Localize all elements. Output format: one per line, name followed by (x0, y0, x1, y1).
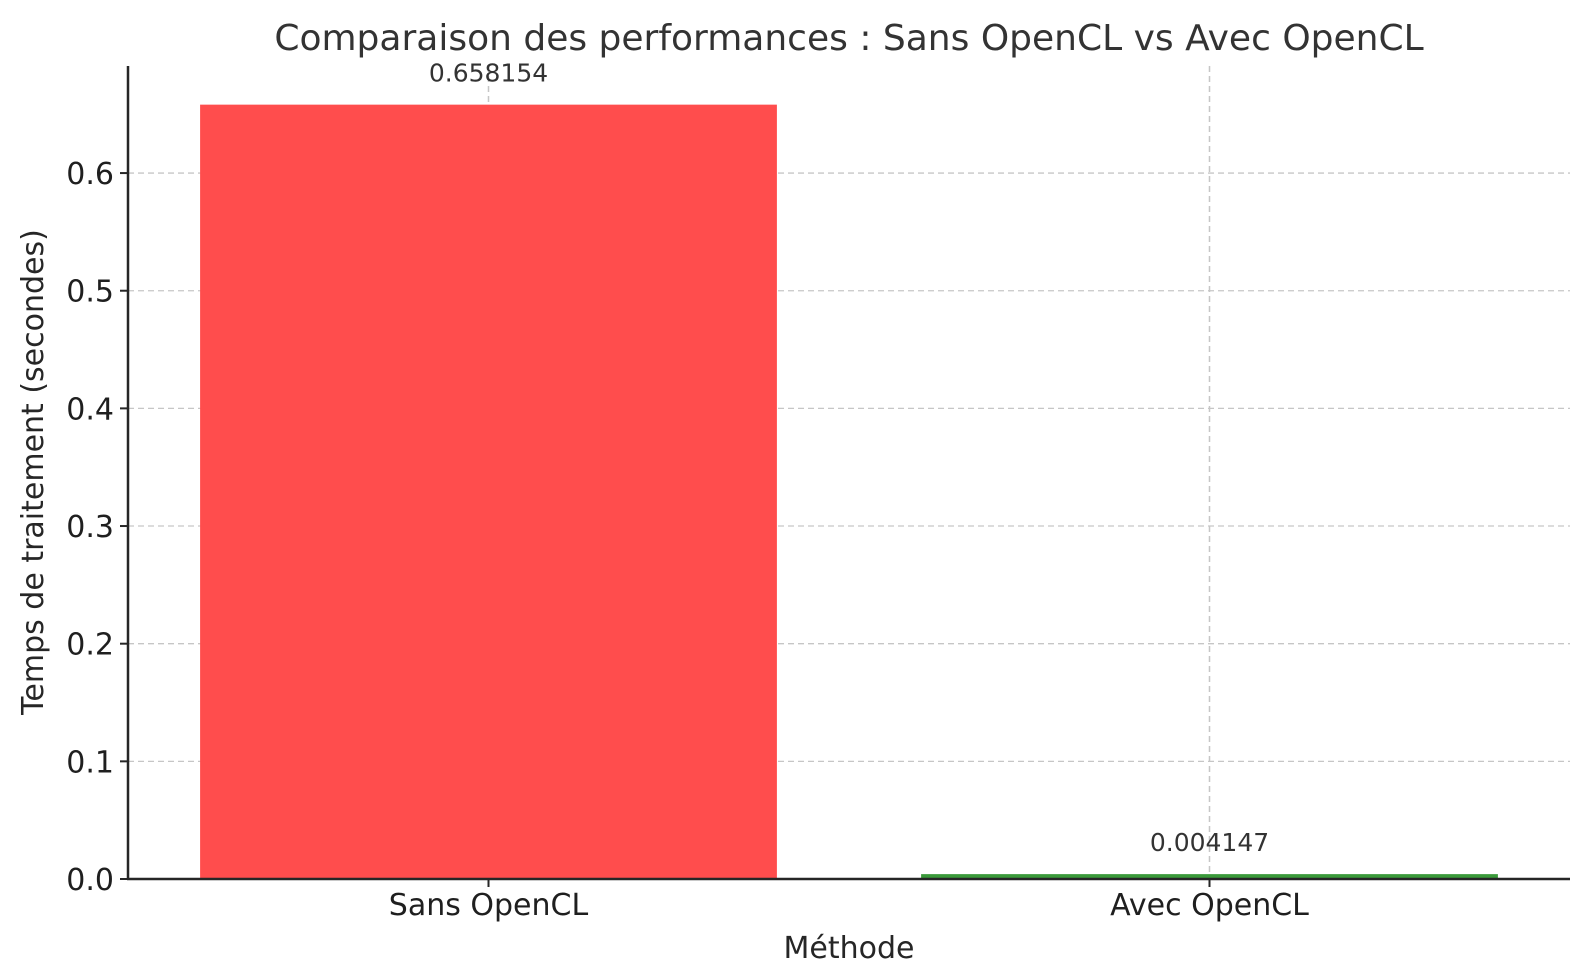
x-tick-label: Sans OpenCL (389, 888, 589, 923)
y-tick-label: 0.3 (66, 510, 114, 545)
x-axis-title: Méthode (784, 931, 915, 966)
chart-title: Comparaison des performances : Sans Open… (274, 18, 1423, 59)
bars-layer (200, 66, 1498, 880)
y-tick-label: 0.5 (66, 275, 114, 310)
labels-layer: 0.658154 0.004147 (429, 59, 1269, 857)
y-tick-label: 0.6 (66, 157, 114, 192)
x-tick-label: Avec OpenCL (1110, 888, 1309, 923)
bar-value-label: 0.004147 (1150, 828, 1269, 857)
bar-value-label: 0.658154 (429, 59, 548, 88)
ticks-layer: 0.0 0.1 0.2 0.3 0.4 0.5 0.6 Sans OpenCL Avec Ope… (66, 157, 1309, 923)
y-tick-label: 0.2 (66, 628, 114, 663)
y-tick-label: 0.0 (66, 863, 114, 898)
y-tick-label: 0.4 (66, 392, 114, 427)
axes-layer (126, 66, 1570, 881)
y-tick-label: 0.1 (66, 745, 114, 780)
bar-0 (200, 104, 777, 880)
y-axis-title: Temps de traitement (secondes) (16, 229, 51, 716)
bar-1 (921, 874, 1498, 879)
